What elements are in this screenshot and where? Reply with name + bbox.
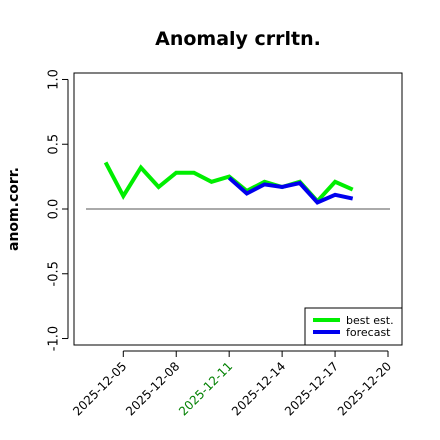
x-tick-label: 2025-12-05 bbox=[70, 359, 129, 418]
x-tick-label: 2025-12-17 bbox=[282, 359, 341, 418]
legend-box bbox=[304, 307, 403, 346]
plot-frame bbox=[73, 72, 403, 346]
series-layer bbox=[103, 161, 354, 205]
series-line-best-est bbox=[103, 161, 354, 205]
legend-label: best est. bbox=[346, 314, 394, 327]
x-tick-label: 2025-12-14 bbox=[229, 359, 288, 418]
x-tick-label: 2025-12-20 bbox=[335, 359, 394, 418]
x-axis: 2025-12-052025-12-082025-12-112025-12-14… bbox=[70, 350, 394, 418]
legend: best est.forecast bbox=[304, 307, 403, 346]
y-tick-label: -1.0 bbox=[47, 326, 62, 351]
y-tick-label: 0.5 bbox=[47, 134, 62, 155]
y-tick-label: 1.0 bbox=[47, 69, 62, 90]
y-tick-label: 0.0 bbox=[47, 199, 62, 220]
x-tick-label: 2025-12-11 bbox=[176, 359, 235, 418]
y-axis: -1.0 -0.5 0.0 0.5 1.0 bbox=[47, 69, 69, 351]
x-tick-label: 2025-12-08 bbox=[123, 359, 182, 418]
legend-label: forecast bbox=[346, 326, 391, 339]
y-axis-label: anom.corr. bbox=[6, 167, 22, 251]
series-line-forecast bbox=[227, 176, 354, 205]
y-tick-label: -0.5 bbox=[47, 261, 62, 286]
chart-title: Anomaly crrltn. bbox=[155, 28, 321, 50]
